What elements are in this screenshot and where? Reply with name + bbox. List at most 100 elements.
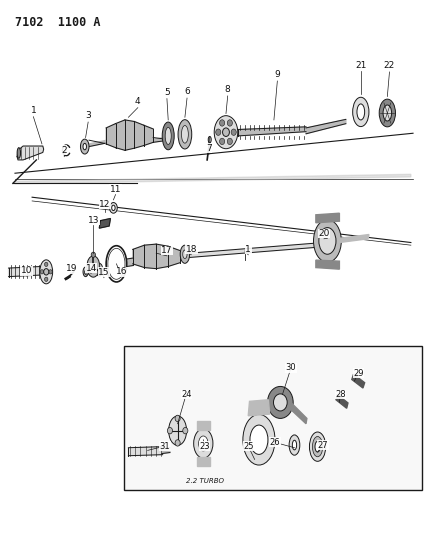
Text: 17: 17 (161, 246, 172, 255)
Circle shape (45, 277, 48, 281)
Text: 10: 10 (21, 266, 32, 275)
Ellipse shape (243, 415, 275, 465)
Ellipse shape (357, 104, 365, 120)
Polygon shape (133, 245, 145, 268)
Text: 13: 13 (88, 216, 99, 224)
Ellipse shape (169, 416, 187, 446)
Text: 6: 6 (184, 87, 190, 96)
Ellipse shape (40, 260, 53, 284)
Text: 1: 1 (245, 245, 251, 254)
Text: 11: 11 (110, 185, 121, 193)
Polygon shape (289, 401, 307, 424)
Text: 20: 20 (318, 229, 330, 238)
Ellipse shape (268, 386, 293, 418)
Ellipse shape (379, 99, 395, 127)
Polygon shape (339, 235, 369, 243)
Ellipse shape (83, 267, 88, 277)
Polygon shape (336, 394, 348, 408)
Ellipse shape (289, 435, 300, 455)
Circle shape (84, 270, 89, 275)
Circle shape (49, 270, 52, 274)
Ellipse shape (214, 116, 238, 149)
Ellipse shape (180, 245, 190, 263)
Text: 31: 31 (160, 442, 170, 450)
Ellipse shape (165, 127, 171, 144)
Polygon shape (197, 457, 210, 466)
Polygon shape (316, 260, 339, 269)
Text: 26: 26 (270, 438, 280, 447)
Text: 27: 27 (318, 441, 328, 449)
Ellipse shape (292, 440, 297, 450)
Ellipse shape (17, 148, 21, 158)
Ellipse shape (313, 220, 342, 262)
Polygon shape (9, 266, 41, 277)
Text: 7: 7 (206, 144, 212, 152)
Text: 24: 24 (181, 390, 191, 399)
Text: 29: 29 (353, 369, 363, 377)
Ellipse shape (309, 432, 326, 461)
Ellipse shape (183, 250, 187, 259)
Ellipse shape (250, 425, 268, 454)
Ellipse shape (80, 139, 89, 154)
Text: 23: 23 (199, 442, 210, 450)
Text: 3: 3 (85, 111, 91, 120)
Text: 18: 18 (186, 245, 197, 254)
Circle shape (45, 262, 48, 266)
Ellipse shape (110, 203, 117, 213)
Polygon shape (134, 122, 144, 148)
Ellipse shape (181, 125, 188, 143)
Polygon shape (190, 243, 317, 257)
Polygon shape (145, 244, 156, 269)
Text: 19: 19 (66, 264, 77, 273)
Circle shape (183, 427, 188, 434)
Polygon shape (144, 125, 153, 146)
Ellipse shape (273, 394, 287, 411)
Text: 9: 9 (274, 70, 280, 79)
Polygon shape (127, 258, 134, 266)
Circle shape (98, 270, 102, 275)
Ellipse shape (208, 136, 211, 143)
Text: 5: 5 (164, 88, 170, 96)
Circle shape (40, 270, 44, 274)
Ellipse shape (178, 119, 192, 149)
Text: 16: 16 (116, 268, 128, 276)
Text: 25: 25 (243, 442, 253, 450)
Text: 2.2 TURBO: 2.2 TURBO (186, 479, 223, 484)
Polygon shape (156, 244, 168, 269)
Polygon shape (116, 120, 125, 150)
Polygon shape (248, 400, 270, 416)
Polygon shape (316, 213, 339, 223)
Circle shape (227, 138, 232, 144)
Text: 7102  1100 A: 7102 1100 A (15, 16, 101, 29)
Polygon shape (352, 374, 365, 388)
Ellipse shape (199, 436, 208, 451)
Ellipse shape (319, 228, 336, 254)
Ellipse shape (315, 441, 320, 452)
Text: 15: 15 (98, 268, 110, 277)
Circle shape (167, 427, 172, 434)
Text: 30: 30 (286, 364, 296, 372)
Polygon shape (106, 124, 116, 148)
Polygon shape (153, 138, 165, 142)
Circle shape (231, 129, 236, 135)
Polygon shape (125, 120, 134, 150)
Text: 22: 22 (384, 61, 395, 70)
Ellipse shape (383, 105, 392, 121)
Ellipse shape (83, 143, 86, 150)
Circle shape (175, 415, 180, 422)
Ellipse shape (162, 122, 174, 150)
Text: 12: 12 (99, 200, 110, 208)
Circle shape (223, 128, 229, 136)
Polygon shape (17, 146, 44, 160)
Ellipse shape (112, 205, 115, 211)
Polygon shape (306, 119, 346, 134)
Circle shape (220, 120, 225, 126)
Polygon shape (15, 174, 411, 184)
Text: 21: 21 (355, 61, 366, 69)
Polygon shape (162, 448, 170, 454)
Ellipse shape (353, 97, 369, 127)
Ellipse shape (193, 429, 213, 458)
Polygon shape (99, 219, 110, 228)
Polygon shape (238, 127, 306, 136)
Ellipse shape (87, 256, 100, 277)
